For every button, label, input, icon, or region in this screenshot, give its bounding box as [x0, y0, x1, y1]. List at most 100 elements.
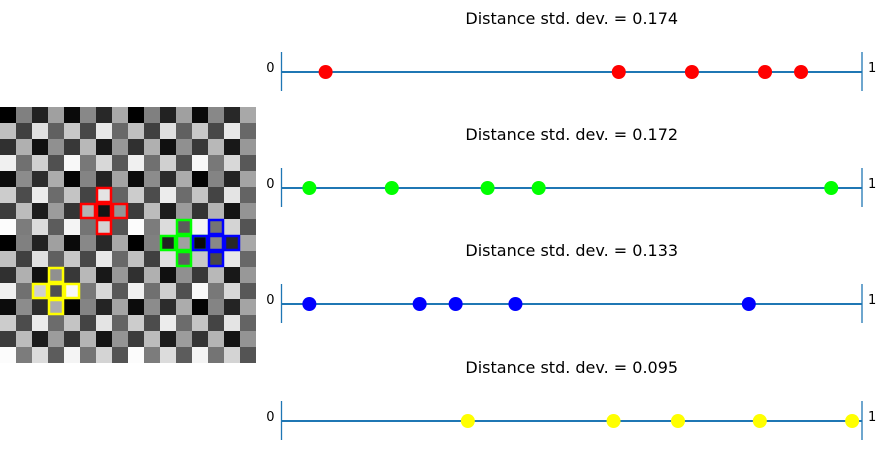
image-cell	[128, 315, 144, 331]
data-point	[302, 297, 317, 311]
image-cell	[112, 331, 128, 347]
image-cell	[144, 171, 160, 187]
image-cell	[240, 203, 256, 219]
plot-title: Distance std. dev. = 0.172	[465, 125, 678, 144]
image-cell	[128, 235, 144, 251]
image-cell	[112, 315, 128, 331]
highlight-cross-cell	[223, 234, 241, 252]
image-cell	[144, 267, 160, 283]
image-cell	[48, 283, 64, 299]
image-cell	[176, 331, 192, 347]
tick-label-0: 0	[266, 293, 274, 308]
image-cell	[80, 123, 96, 139]
data-point	[794, 65, 809, 79]
image-cell	[112, 123, 128, 139]
image-cell	[96, 235, 112, 251]
image-cell	[16, 171, 32, 187]
image-cell	[144, 347, 160, 363]
image-cell	[80, 267, 96, 283]
image-cell	[96, 203, 112, 219]
image-cell	[16, 347, 32, 363]
image-cell	[48, 219, 64, 235]
highlight-cross-cell	[207, 218, 225, 236]
image-cell	[0, 347, 16, 363]
image-cell	[80, 187, 96, 203]
image-cell	[0, 283, 16, 299]
plot-title: Distance std. dev. = 0.095	[465, 358, 678, 377]
image-cell	[192, 315, 208, 331]
image-cell	[224, 203, 240, 219]
distance-plot-3: Distance std. dev. = 0.133 0 1	[266, 241, 876, 323]
image-cell	[48, 107, 64, 123]
image-cell	[128, 331, 144, 347]
tick-label-0: 0	[266, 177, 274, 192]
distance-plot-2: Distance std. dev. = 0.172 0 1	[266, 125, 876, 207]
data-point	[508, 297, 523, 311]
image-cell	[176, 315, 192, 331]
image-cell	[192, 251, 208, 267]
image-cell	[208, 267, 224, 283]
image-cell	[176, 123, 192, 139]
image-cell	[208, 315, 224, 331]
image-cell	[192, 267, 208, 283]
image-cell	[64, 123, 80, 139]
image-cell	[112, 155, 128, 171]
image-cell	[16, 331, 32, 347]
image-cell	[192, 235, 208, 251]
image-cell	[240, 235, 256, 251]
image-cell	[0, 123, 16, 139]
image-cell	[160, 315, 176, 331]
image-cell	[224, 331, 240, 347]
image-cell	[0, 219, 16, 235]
image-cell	[208, 107, 224, 123]
image-cell	[96, 219, 112, 235]
image-cell	[112, 139, 128, 155]
image-cell	[128, 299, 144, 315]
image-cell	[16, 203, 32, 219]
image-cell	[176, 283, 192, 299]
image-cell	[144, 251, 160, 267]
image-cell	[32, 283, 48, 299]
image-cell	[32, 155, 48, 171]
image-cell	[144, 139, 160, 155]
image-cell	[224, 267, 240, 283]
image-cell	[128, 139, 144, 155]
image-cell	[0, 107, 16, 123]
image-cell	[144, 219, 160, 235]
image-cell	[240, 251, 256, 267]
data-point	[752, 414, 767, 428]
highlight-cross-cell	[159, 234, 177, 252]
image-cell	[160, 331, 176, 347]
image-cell	[80, 235, 96, 251]
image-cell	[240, 187, 256, 203]
image-cell	[0, 139, 16, 155]
image-cell	[224, 251, 240, 267]
image-cell	[224, 283, 240, 299]
image-cell	[16, 107, 32, 123]
image-cell	[240, 171, 256, 187]
image-cell	[16, 219, 32, 235]
data-point	[531, 181, 546, 195]
image-cell	[192, 283, 208, 299]
image-cell	[112, 203, 128, 219]
image-cell	[80, 347, 96, 363]
image-cell	[224, 187, 240, 203]
image-cell	[128, 267, 144, 283]
image-cell	[16, 187, 32, 203]
image-cell	[240, 331, 256, 347]
image-cell	[128, 203, 144, 219]
image-cell	[192, 299, 208, 315]
image-cell	[176, 203, 192, 219]
checkerboard-image	[0, 107, 256, 363]
image-cell	[32, 219, 48, 235]
image-cell	[192, 155, 208, 171]
image-cell	[224, 123, 240, 139]
image-cell	[240, 267, 256, 283]
image-cell	[208, 251, 224, 267]
image-cell	[16, 267, 32, 283]
image-cell	[64, 219, 80, 235]
image-cell	[64, 267, 80, 283]
image-cell	[208, 139, 224, 155]
image-cell	[80, 139, 96, 155]
